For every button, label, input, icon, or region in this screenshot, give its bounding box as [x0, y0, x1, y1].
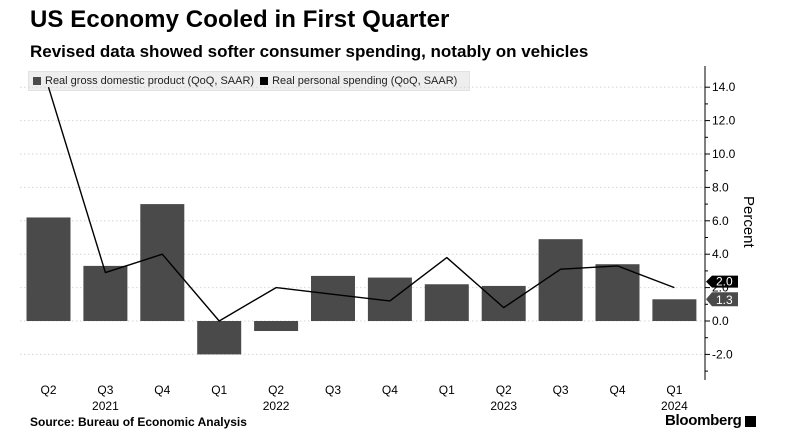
- x-tick-label: Q2: [40, 383, 56, 397]
- x-tick-label: Q1: [439, 383, 455, 397]
- x-year-label: 2024: [661, 399, 688, 413]
- x-tick-label: Q3: [97, 383, 113, 397]
- x-tick-label: Q4: [609, 383, 625, 397]
- legend: Real gross domestic product (QoQ, SAAR) …: [28, 71, 471, 91]
- x-year-label: 2022: [263, 399, 290, 413]
- legend-label-gdp: Real gross domestic product (QoQ, SAAR): [45, 75, 255, 87]
- line-end-label: 2.0: [716, 275, 733, 289]
- bloomberg-logo: Bloomberg: [665, 412, 757, 429]
- y-tick-label: 8.0: [712, 180, 729, 194]
- spending-line: [47, 86, 675, 322]
- y-tick-label: 0.0: [712, 314, 729, 328]
- brand-name: Bloomberg: [665, 412, 742, 429]
- bar-end-label-box: [706, 292, 738, 307]
- gdp-bar: [538, 239, 583, 321]
- x-tick-label: Q3: [325, 383, 341, 397]
- x-year-label: 2021: [92, 399, 119, 413]
- y-tick-label: 4.0: [712, 247, 729, 261]
- legend-item-spending: Real personal spending (QoQ, SAAR): [260, 75, 457, 87]
- y-tick-label: 10.0: [712, 147, 736, 161]
- gdp-bar: [595, 264, 640, 321]
- y-axis-label: Percent: [740, 196, 757, 249]
- source-note: Source: Bureau of Economic Analysis: [30, 415, 247, 429]
- y-tick-label: -2.0: [712, 347, 733, 361]
- y-tick-label: 6.0: [712, 214, 729, 228]
- x-tick-label: Q1: [666, 383, 682, 397]
- gdp-bar: [197, 321, 242, 355]
- x-tick-label: Q4: [382, 383, 398, 397]
- bar-end-label: 1.3: [716, 293, 733, 307]
- x-tick-label: Q1: [211, 383, 227, 397]
- gdp-bar: [254, 321, 299, 332]
- gdp-bar: [424, 284, 469, 321]
- bloomberg-mark-icon: [745, 416, 757, 427]
- legend-swatch-spending: [260, 77, 269, 85]
- y-tick-label: 12.0: [712, 114, 736, 128]
- legend-swatch-gdp: [33, 77, 41, 85]
- gdp-bar: [140, 204, 185, 321]
- legend-item-gdp: Real gross domestic product (QoQ, SAAR): [33, 75, 254, 87]
- x-tick-label: Q2: [496, 383, 512, 397]
- x-tick-label: Q3: [553, 383, 569, 397]
- line-end-label-box: [706, 275, 738, 288]
- gdp-bar: [481, 285, 526, 321]
- gdp-bar: [26, 217, 71, 321]
- y-tick-label: 14.0: [712, 80, 736, 94]
- gdp-bar: [311, 275, 355, 321]
- legend-label-spending: Real personal spending (QoQ, SAAR): [272, 75, 458, 87]
- gdp-bar: [83, 265, 128, 321]
- x-year-label: 2023: [490, 399, 517, 413]
- x-tick-label: Q4: [154, 383, 170, 397]
- chart-title: US Economy Cooled in First Quarter: [30, 6, 450, 33]
- chart-subtitle: Revised data showed softer consumer spen…: [30, 42, 589, 61]
- gdp-bar: [652, 299, 697, 321]
- x-tick-label: Q2: [268, 383, 284, 397]
